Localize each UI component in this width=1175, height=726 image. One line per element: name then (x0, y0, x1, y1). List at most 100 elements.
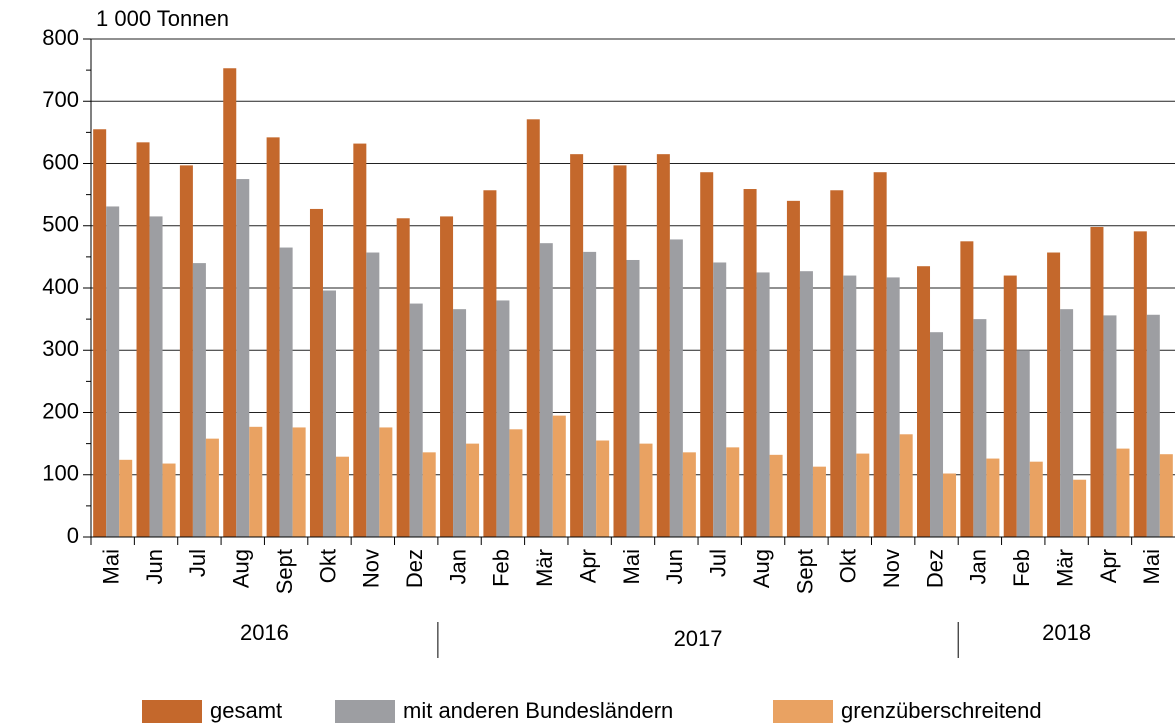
bar (205, 438, 219, 537)
bar (440, 216, 454, 537)
bar (613, 165, 627, 537)
bar (743, 189, 757, 537)
x-tick-label: Jun (142, 549, 167, 584)
x-tick-label: Jul (706, 549, 731, 577)
bar (1159, 454, 1173, 537)
x-tick-label: Jul (185, 549, 210, 577)
bar (639, 443, 653, 537)
bar (700, 172, 714, 537)
legend-label: mit anderen Bundesländern (403, 698, 673, 723)
x-tick-label: Nov (879, 549, 904, 588)
bar (973, 319, 987, 537)
x-tick-label: Jun (662, 549, 687, 584)
x-tick-label: Apr (575, 549, 600, 583)
bar (1090, 226, 1104, 537)
bar (1016, 350, 1030, 537)
y-tick-label: 200 (42, 398, 79, 423)
bar (93, 129, 107, 537)
bar (162, 463, 176, 537)
x-tick-label: Sept (272, 549, 297, 594)
bar (570, 154, 584, 537)
bar (119, 459, 133, 537)
bar (292, 427, 306, 537)
bar (682, 452, 696, 537)
y-tick-label: 500 (42, 212, 79, 237)
y-tick-label: 600 (42, 149, 79, 174)
bar (279, 247, 293, 537)
x-tick-label: Okt (315, 549, 340, 583)
y-tick-label: 700 (42, 87, 79, 112)
legend-swatch (773, 700, 833, 723)
x-tick-label: Apr (1096, 549, 1121, 583)
bar (179, 165, 193, 537)
bar (583, 251, 597, 537)
bar (552, 415, 566, 537)
bar (509, 429, 523, 537)
legend-swatch (142, 700, 202, 723)
bar (236, 179, 250, 537)
bar (769, 454, 783, 537)
bar (249, 426, 263, 537)
bar (812, 466, 826, 537)
bar (335, 456, 349, 537)
x-tick-label: Mär (532, 549, 557, 587)
x-tick-label: Jan (445, 549, 470, 584)
bar (713, 262, 727, 537)
bar (223, 68, 237, 537)
bar (943, 473, 957, 537)
unit-label: 1 000 Tonnen (96, 6, 229, 31)
x-tick-label: Dez (922, 549, 947, 588)
bar (1073, 479, 1087, 537)
x-tick-label: Mär (1052, 549, 1077, 587)
bar (526, 119, 540, 538)
bar (309, 208, 323, 537)
bar (799, 271, 813, 537)
x-tick-label: Okt (836, 549, 861, 583)
y-tick-label: 0 (67, 523, 79, 548)
bar (266, 137, 280, 538)
year-label: 2018 (1042, 620, 1091, 645)
year-label: 2016 (240, 620, 289, 645)
bar (843, 275, 857, 537)
bar (1029, 461, 1043, 537)
bar (106, 206, 120, 537)
x-tick-label: Aug (229, 549, 254, 588)
x-tick-label: Nov (359, 549, 384, 588)
bar (1047, 252, 1061, 537)
bar (930, 332, 944, 537)
year-label: 2017 (674, 626, 723, 651)
y-tick-label: 400 (42, 274, 79, 299)
bar (483, 190, 497, 537)
legend-label: grenzüberschreitend (841, 698, 1042, 723)
bar (726, 447, 740, 537)
legend-label: gesamt (210, 698, 282, 723)
bar (136, 142, 150, 537)
bar (899, 434, 913, 537)
x-tick-label: Jan (966, 549, 991, 584)
bar (596, 440, 610, 537)
bar (1003, 275, 1017, 537)
bar (453, 309, 467, 537)
bar (756, 272, 770, 537)
x-tick-label: Aug (749, 549, 774, 588)
x-tick-label: Mai (1139, 549, 1164, 584)
bar (626, 259, 640, 537)
bar (786, 200, 800, 537)
x-tick-label: Dez (402, 549, 427, 588)
x-tick-label: Feb (489, 549, 514, 587)
bar (422, 452, 436, 537)
x-tick-label: Mai (619, 549, 644, 584)
bar (830, 190, 844, 537)
bar (986, 458, 1000, 537)
x-tick-label: Mai (98, 549, 123, 584)
bar (396, 218, 410, 537)
y-tick-label: 800 (42, 25, 79, 50)
bar (856, 453, 870, 537)
bar (669, 239, 683, 537)
bar (496, 300, 510, 537)
bar (353, 143, 367, 537)
bar (1133, 231, 1147, 538)
y-tick-label: 100 (42, 461, 79, 486)
